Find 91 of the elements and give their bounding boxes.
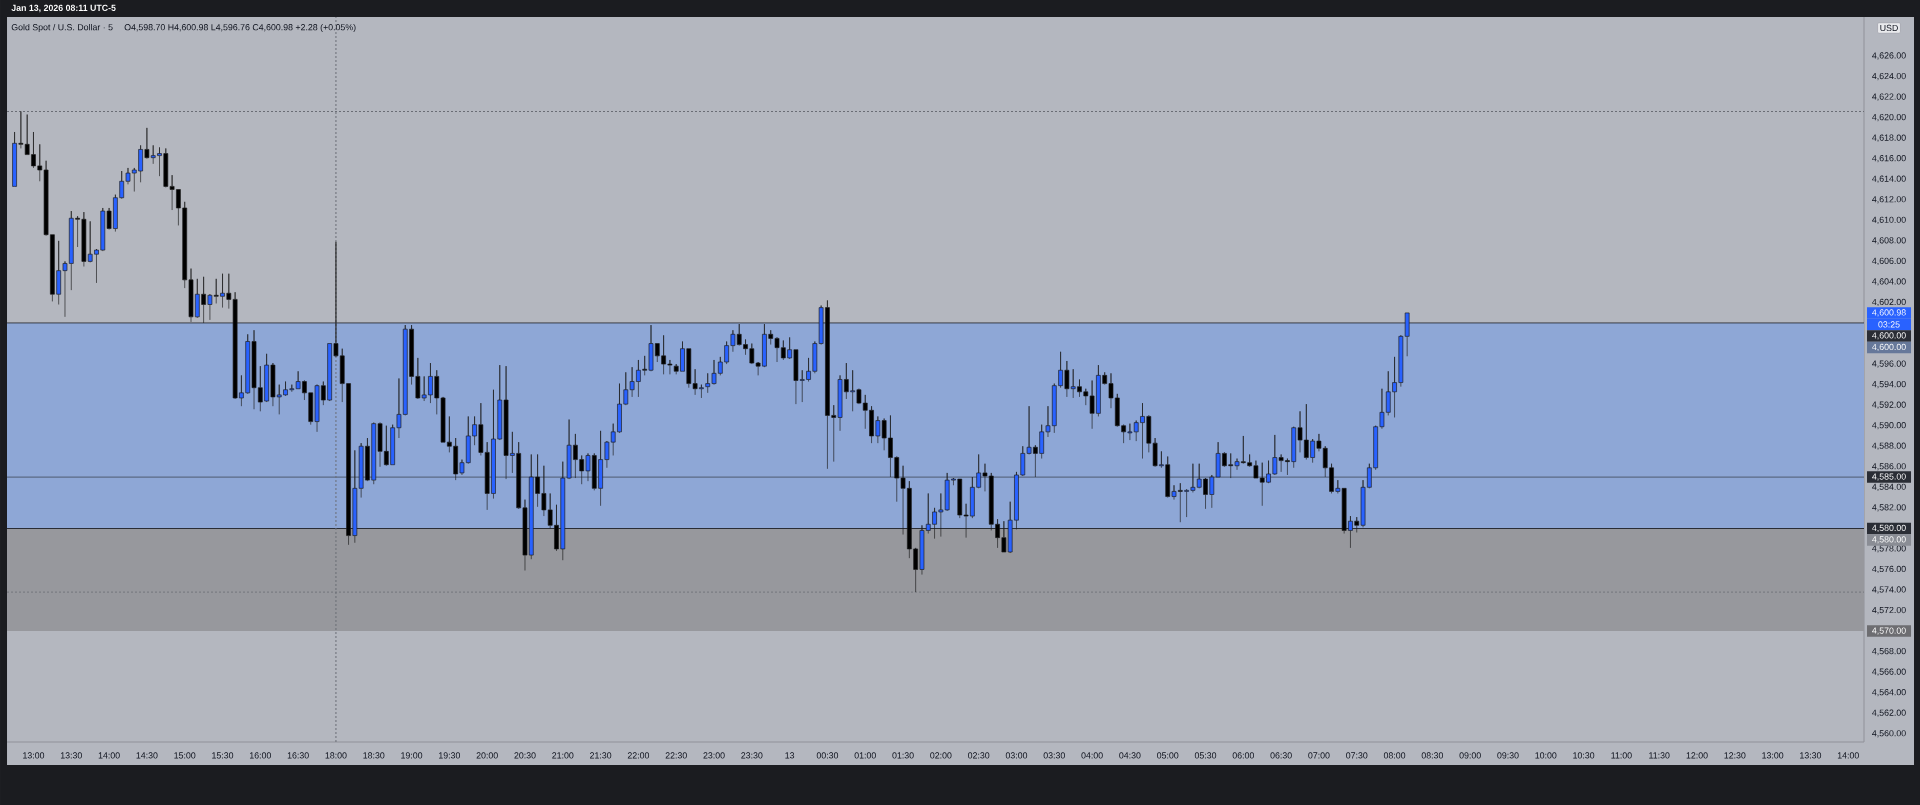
ref-line-label: 4,580.00 <box>1872 524 1906 533</box>
x-tick-label: 07:00 <box>1308 752 1330 759</box>
y-tick-label: 4,578.00 <box>1872 545 1906 553</box>
x-tick-label: 06:30 <box>1270 752 1292 759</box>
y-tick-label: 4,622.00 <box>1872 93 1906 101</box>
x-tick-label: 05:30 <box>1194 752 1217 759</box>
x-tick-label: 15:00 <box>174 752 196 759</box>
y-tick-label: 4,618.00 <box>1872 134 1906 142</box>
x-tick-label: 10:00 <box>1535 752 1557 759</box>
x-tick-label: 03:30 <box>1043 752 1065 759</box>
x-tick-label: 19:00 <box>401 752 423 759</box>
x-tick-label: 13:30 <box>1800 752 1822 759</box>
ref-line-label: 4,585.00 <box>1872 473 1906 481</box>
x-tick-label: 09:00 <box>1459 752 1481 759</box>
x-tick-label: 13:00 <box>23 752 45 759</box>
x-tick-label: 04:30 <box>1119 752 1141 759</box>
x-tick-label: 01:00 <box>854 752 876 759</box>
text: Jan 13, 2026 08:11 UTC-5 <box>11 4 116 13</box>
y-tick-label: 4,608.00 <box>1872 237 1906 245</box>
y-tick-label: 4,582.00 <box>1872 504 1906 512</box>
x-tick-label: 15:30 <box>212 752 234 759</box>
y-tick-label: 4,572.00 <box>1872 606 1906 615</box>
y-tick-label: 4,596.00 <box>1872 360 1906 368</box>
x-tick-label: 21:00 <box>552 752 574 759</box>
y-tick-label: 4,616.00 <box>1872 155 1906 163</box>
y-tick-label: 4,562.00 <box>1872 709 1906 717</box>
x-tick-label: 18:30 <box>363 752 385 759</box>
x-tick-label: 12:30 <box>1724 752 1746 759</box>
y-tick-label: 4,620.00 <box>1872 113 1906 122</box>
text: 4,600.98 <box>1872 309 1906 317</box>
y-tick-label: 4,576.00 <box>1872 565 1906 574</box>
x-tick-label: 04:00 <box>1081 752 1103 759</box>
ref-line-label: 4,600.00 <box>1872 332 1906 340</box>
text: 4,580.00 <box>1872 536 1906 544</box>
x-tick-label: 11:00 <box>1611 752 1632 759</box>
x-tick-label: 07:30 <box>1346 752 1368 759</box>
y-tick-label: 4,568.00 <box>1872 647 1906 656</box>
y-tick-label: 4,614.00 <box>1872 175 1906 183</box>
x-tick-label: 23:00 <box>703 752 725 759</box>
band-label: 4,600.00 <box>1872 343 1906 352</box>
band-label: 4,570.00 <box>1872 627 1906 635</box>
x-tick-label: 05:00 <box>1157 752 1179 759</box>
x-tick-label: 09:30 <box>1497 752 1519 759</box>
y-tick-label: 4,626.00 <box>1872 52 1906 60</box>
x-tick-label: 19:30 <box>439 752 461 759</box>
y-tick-label: 4,604.00 <box>1872 278 1906 286</box>
x-tick-label: 22:30 <box>665 752 687 759</box>
x-tick-label: 18:00 <box>325 752 347 759</box>
x-tick-label: 02:30 <box>967 752 990 759</box>
y-tick-label: 4,602.00 <box>1872 298 1906 307</box>
x-tick-label: 10:30 <box>1573 752 1595 759</box>
y-tick-label: 4,560.00 <box>1872 730 1906 738</box>
x-tick-label: 03:00 <box>1005 752 1028 759</box>
x-tick-label: 08:00 <box>1383 752 1406 759</box>
x-tick-label: 08:30 <box>1421 752 1444 759</box>
y-tick-label: 4,584.00 <box>1872 483 1906 491</box>
y-tick-label: 4,594.00 <box>1872 380 1906 389</box>
x-tick-label: 21:30 <box>590 752 612 759</box>
y-tick-label: 4,586.00 <box>1872 463 1906 471</box>
y-tick-label: 4,612.00 <box>1872 196 1906 204</box>
x-tick-label: 20:30 <box>514 752 536 759</box>
y-tick-label: 4,606.00 <box>1872 257 1906 266</box>
text: 03:25 <box>1878 321 1900 328</box>
x-tick-label: 20:00 <box>476 752 498 759</box>
x-tick-label: 11:30 <box>1649 752 1670 759</box>
y-tick-label: 4,564.00 <box>1872 689 1906 697</box>
x-tick-label: 14:30 <box>136 752 158 759</box>
x-tick-label: 13 <box>785 752 795 759</box>
y-tick-label: 4,590.00 <box>1872 422 1906 430</box>
y-axis-title: USD <box>1880 24 1898 32</box>
text: O4,598.70 H4,600.98 L4,596.76 C4,600.98 +2.28 (+0.05%) <box>124 23 356 33</box>
x-tick-label: 13:00 <box>1762 752 1784 759</box>
x-tick-label: 12:00 <box>1686 752 1708 759</box>
x-tick-label: 02:00 <box>930 752 952 759</box>
x-tick-label: 16:30 <box>287 752 309 759</box>
x-tick-label: 14:00 <box>1837 752 1859 759</box>
x-tick-label: 00:30 <box>816 752 839 759</box>
text: Gold Spot / U.S. Dollar · 5 <box>11 23 113 33</box>
x-tick-label: 01:30 <box>892 752 914 759</box>
x-tick-label: 13:30 <box>60 752 82 759</box>
y-tick-label: 4,588.00 <box>1872 442 1906 450</box>
x-tick-label: 23:30 <box>741 752 763 759</box>
y-tick-label: 4,574.00 <box>1872 586 1906 594</box>
x-tick-label: 06:00 <box>1232 752 1254 759</box>
x-tick-label: 16:00 <box>249 752 271 759</box>
y-tick-label: 4,592.00 <box>1872 401 1906 409</box>
y-tick-label: 4,610.00 <box>1872 216 1906 224</box>
y-tick-label: 4,624.00 <box>1872 72 1906 81</box>
y-tick-label: 4,566.00 <box>1872 668 1906 676</box>
x-tick-label: 22:00 <box>627 752 650 759</box>
x-tick-label: 14:00 <box>98 752 120 759</box>
